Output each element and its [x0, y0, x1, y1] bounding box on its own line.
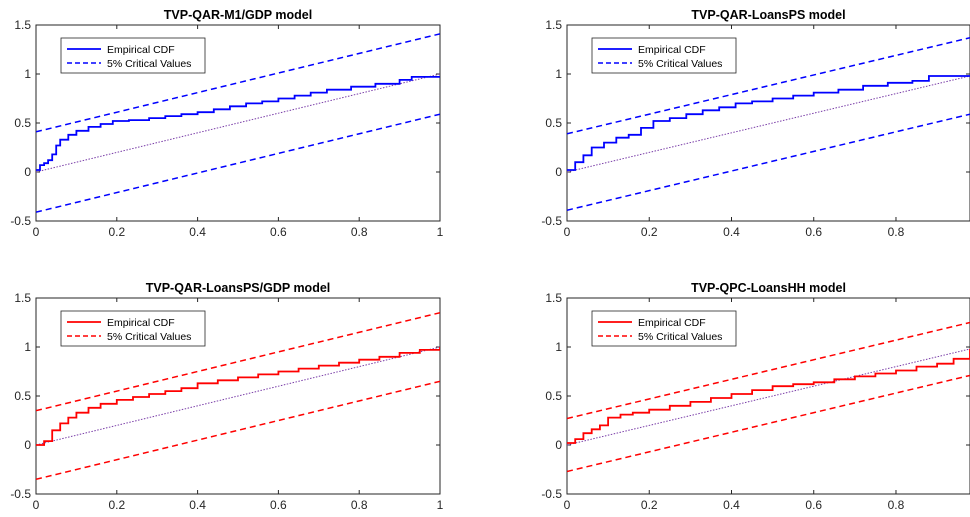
y-tick-label: -0.5 — [10, 214, 31, 228]
reference-line — [567, 348, 970, 446]
legend-box — [60, 37, 206, 74]
x-tick-label: 0.2 — [641, 225, 658, 239]
x-tick-label: 0.6 — [805, 225, 822, 239]
y-tick-label: 1.5 — [14, 291, 31, 305]
chart-title: TVP-QAR-LoansPS/GDP model — [146, 281, 331, 295]
x-tick-label: 0.8 — [351, 498, 368, 512]
legend-label-cdf: Empirical CDF — [107, 44, 175, 56]
x-tick-label: 0 — [33, 225, 40, 239]
legend-label-cdf: Empirical CDF — [107, 317, 175, 329]
critical-value-upper — [567, 321, 970, 420]
reference-line — [36, 73, 440, 173]
empirical-cdf-line — [36, 76, 440, 171]
y-tick-label: 0 — [24, 165, 31, 179]
chart-title: TVP-QPC-LoansHH model — [691, 281, 846, 295]
y-tick-label: 1 — [24, 67, 31, 81]
x-tick-label: 1 — [437, 498, 444, 512]
legend: Empirical CDF 5% Critical Values — [591, 310, 737, 347]
legend-box — [60, 310, 206, 347]
critical-value-upper — [567, 37, 970, 135]
panel-2: TVP-QAR-LoansPS model-0.500.511.50 0.2 0.4… — [541, 8, 970, 239]
legend: Empirical CDF 5% Critical Values — [591, 37, 737, 74]
x-tick-label: 0.8 — [888, 225, 905, 239]
y-tick-label: 0.5 — [545, 389, 562, 403]
x-tick-label: 0.4 — [723, 225, 740, 239]
empirical-cdf-line — [567, 75, 970, 171]
y-tick-label: -0.5 — [10, 487, 31, 501]
x-tick-label: 0.2 — [108, 498, 125, 512]
chart-title: TVP-QAR-M1/GDP model — [164, 8, 312, 22]
y-tick-label: 0.5 — [14, 116, 31, 130]
chart-title: TVP-QAR-LoansPS model — [691, 8, 845, 22]
plot-area — [567, 37, 970, 211]
x-tick-label: 0.6 — [270, 225, 287, 239]
x-tick-label: 0.4 — [189, 225, 206, 239]
y-tick-label: -0.5 — [541, 487, 562, 501]
x-tick-label: 0.4 — [189, 498, 206, 512]
plot-area — [567, 321, 970, 473]
legend: Empirical CDF 5% Critical Values — [60, 310, 206, 347]
legend-box — [591, 37, 737, 74]
x-tick-label: 0.6 — [805, 498, 822, 512]
x-tick-label: 0.6 — [270, 498, 287, 512]
legend-box — [591, 310, 737, 347]
legend-label-critical: 5% Critical Values — [107, 58, 191, 70]
y-tick-label: 1 — [555, 67, 562, 81]
y-tick-label: 1.5 — [545, 291, 562, 305]
panel-4: TVP-QPC-LoansHH model-0.500.511.50 0.2 0.4… — [541, 281, 970, 512]
panel-3: TVP-QAR-LoansPS/GDP model-0.500.511.50 0.… — [10, 281, 443, 512]
legend-label-cdf: Empirical CDF — [638, 44, 706, 56]
y-tick-label: -0.5 — [541, 214, 562, 228]
plot-area — [36, 311, 440, 481]
y-tick-label: 1 — [24, 340, 31, 354]
y-tick-label: 1.5 — [14, 18, 31, 32]
critical-value-lower — [567, 374, 970, 473]
x-tick-label: 1 — [437, 225, 444, 239]
y-tick-label: 0 — [555, 438, 562, 452]
y-tick-label: 0 — [24, 438, 31, 452]
plot-area — [36, 33, 440, 213]
reference-line — [36, 346, 440, 446]
x-tick-label: 0 — [564, 498, 571, 512]
x-tick-label: 0.4 — [723, 498, 740, 512]
x-tick-label: 0.8 — [888, 498, 905, 512]
y-tick-label: 0 — [555, 165, 562, 179]
legend: Empirical CDF 5% Critical Values — [60, 37, 206, 74]
y-tick-label: 0.5 — [545, 116, 562, 130]
legend-label-cdf: Empirical CDF — [638, 317, 706, 329]
panel-1: TVP-QAR-M1/GDP model-0.500.511.50 0.2 0.4 0… — [10, 8, 443, 239]
x-tick-label: 0.2 — [641, 498, 658, 512]
reference-line — [567, 75, 970, 173]
x-tick-label: 0.2 — [108, 225, 125, 239]
legend-label-critical: 5% Critical Values — [638, 331, 722, 343]
empirical-cdf-line — [36, 347, 440, 446]
critical-value-lower — [567, 113, 970, 211]
y-tick-label: 1.5 — [545, 18, 562, 32]
legend-label-critical: 5% Critical Values — [107, 331, 191, 343]
legend-label-critical: 5% Critical Values — [638, 58, 722, 70]
x-tick-label: 0.8 — [351, 225, 368, 239]
x-tick-label: 0 — [33, 498, 40, 512]
y-tick-label: 0.5 — [14, 389, 31, 403]
empirical-cdf-line — [567, 349, 970, 444]
y-tick-label: 1 — [555, 340, 562, 354]
x-tick-label: 0 — [564, 225, 571, 239]
